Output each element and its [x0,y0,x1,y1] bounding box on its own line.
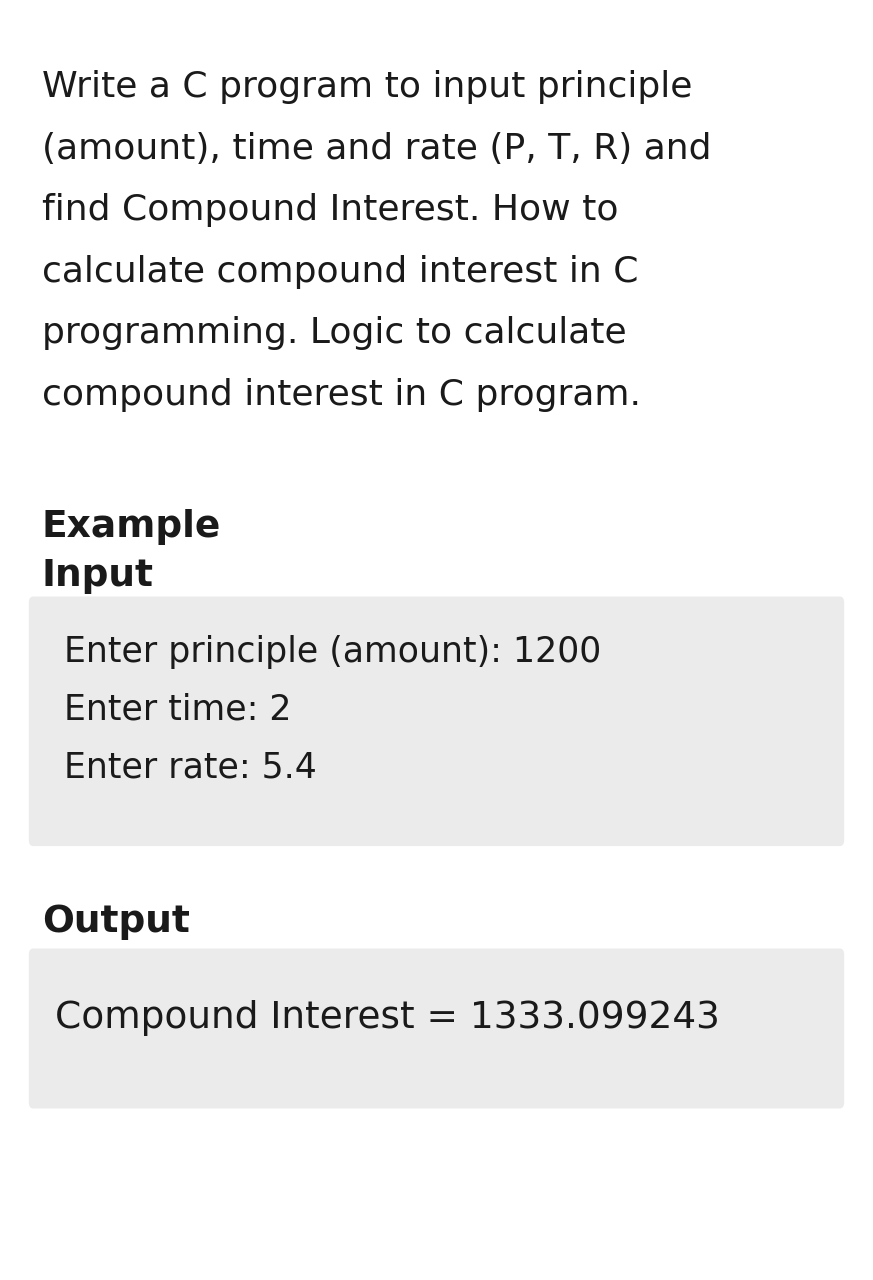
Text: (amount), time and rate (P, T, R) and: (amount), time and rate (P, T, R) and [42,132,711,166]
FancyBboxPatch shape [29,596,844,846]
Text: compound interest in C program.: compound interest in C program. [42,378,641,412]
Text: Enter time: 2: Enter time: 2 [64,692,292,727]
Text: calculate compound interest in C: calculate compound interest in C [42,255,638,289]
Text: Enter rate: 5.4: Enter rate: 5.4 [64,750,317,785]
Text: Output: Output [42,904,189,940]
Text: Compound Interest = 1333.099243: Compound Interest = 1333.099243 [55,1000,720,1036]
Text: Input: Input [42,558,154,594]
Text: Enter principle (amount): 1200: Enter principle (amount): 1200 [64,635,601,669]
Text: programming. Logic to calculate: programming. Logic to calculate [42,316,627,351]
Text: find Compound Interest. How to: find Compound Interest. How to [42,193,618,228]
FancyBboxPatch shape [29,948,844,1108]
Text: Write a C program to input principle: Write a C program to input principle [42,70,692,105]
Text: Example: Example [42,509,221,545]
